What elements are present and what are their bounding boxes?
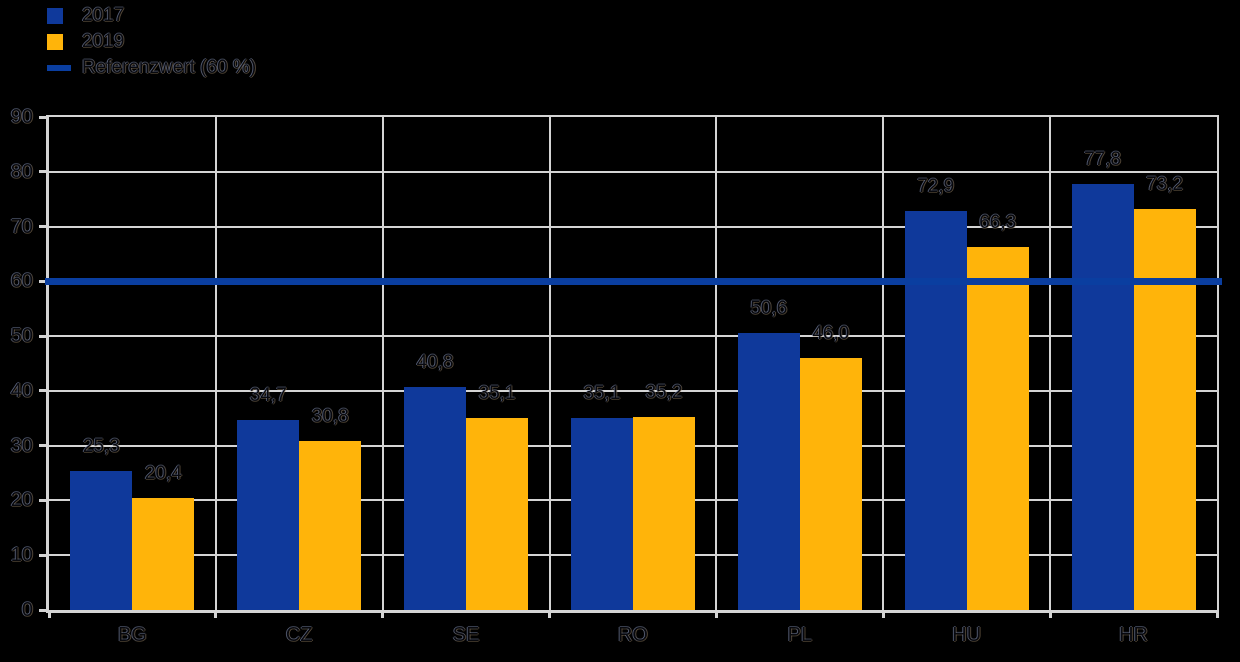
x-axis-tick — [47, 613, 51, 618]
category-label-BG: BG — [117, 624, 147, 646]
bar-2019-SE — [466, 417, 529, 610]
y-axis-tick — [39, 170, 46, 174]
legend-label-2019: 2019 — [82, 31, 125, 52]
category-label-CZ: CZ — [285, 624, 313, 646]
value-label-2019-PL: 46,0 — [812, 323, 850, 345]
bar-2019-CZ — [299, 441, 362, 610]
gridline-horizontal — [49, 225, 1217, 228]
value-label-2019-BG: 20,4 — [144, 463, 182, 485]
category-label-SE: SE — [452, 624, 480, 646]
y-axis-label: 40 — [10, 379, 33, 402]
reference-line — [45, 277, 1222, 285]
y-axis-tick — [39, 608, 46, 612]
value-label-2019-CZ: 30,8 — [311, 406, 349, 428]
x-axis-tick — [1048, 613, 1052, 618]
x-axis-tick — [381, 613, 385, 618]
x-axis-tick — [214, 613, 218, 618]
bar-2017-PL — [737, 332, 800, 610]
gridline-vertical — [882, 117, 885, 610]
y-axis-tick — [39, 115, 46, 119]
y-axis-label: 90 — [10, 106, 33, 128]
value-label-2019-RO: 35,2 — [645, 382, 683, 404]
x-axis-tick — [1215, 613, 1219, 618]
bar-2017-HR — [1071, 183, 1134, 610]
category-label-PL: PL — [787, 624, 813, 646]
gridline-vertical — [381, 117, 384, 610]
y-axis-label: 60 — [10, 270, 33, 293]
gridline-vertical — [548, 117, 551, 610]
y-axis-tick — [39, 225, 46, 229]
x-axis-tick — [881, 613, 885, 618]
value-label-2017-BG: 25,3 — [82, 436, 120, 458]
y-axis-label: 30 — [10, 434, 33, 457]
y-axis-tick — [39, 279, 46, 283]
y-axis-tick — [39, 553, 46, 557]
legend-item-2019: 2019 — [47, 29, 256, 55]
category-label-HR: HR — [1119, 624, 1148, 646]
y-axis-label: 80 — [10, 160, 33, 183]
value-label-2017-HU: 72,9 — [917, 175, 955, 197]
gridline-vertical — [1049, 117, 1052, 610]
bar-2019-HR — [1133, 209, 1196, 610]
gridline-horizontal — [49, 335, 1217, 338]
gridline-vertical — [214, 117, 217, 610]
legend-swatch-reference-line — [47, 65, 71, 71]
bar-2017-CZ — [237, 419, 300, 610]
legend-label-2017: 2017 — [82, 5, 125, 26]
y-axis-tick — [39, 498, 46, 502]
value-label-2019-HU: 66,3 — [979, 211, 1017, 233]
gridline-vertical — [715, 117, 718, 610]
value-label-2017-PL: 50,6 — [750, 297, 788, 319]
value-label-2017-RO: 35,1 — [583, 382, 621, 404]
bar-2019-BG — [132, 498, 195, 610]
legend-label-reference: Referenzwert (60 %) — [82, 57, 257, 78]
bar-2017-HU — [904, 210, 967, 610]
bar-2019-PL — [799, 358, 862, 610]
value-label-2017-SE: 40,8 — [416, 351, 454, 373]
y-axis-tick — [39, 334, 46, 338]
bar-2017-BG — [70, 471, 133, 610]
value-label-2019-SE: 35,1 — [478, 382, 516, 404]
legend-swatch-cell — [47, 34, 82, 50]
legend-swatch-cell — [47, 8, 82, 24]
y-axis-label: 70 — [10, 215, 33, 238]
y-axis-label: 20 — [10, 489, 33, 512]
gridline-horizontal — [49, 389, 1217, 392]
legend-item-2017: 2017 — [47, 3, 256, 29]
category-label-HU: HU — [952, 624, 982, 646]
x-axis-tick — [548, 613, 552, 618]
value-label-2019-HR: 73,2 — [1146, 174, 1184, 196]
value-label-2017-CZ: 34,7 — [249, 384, 287, 406]
legend: 2017 2019 Referenzwert (60 %) — [47, 3, 256, 81]
legend-swatch-2019 — [47, 34, 63, 50]
bar-2019-RO — [633, 417, 695, 610]
y-axis-label: 0 — [21, 599, 33, 621]
y-axis-tick — [39, 444, 46, 448]
value-label-2017-HR: 77,8 — [1084, 148, 1122, 170]
gridline-horizontal — [49, 170, 1217, 173]
y-axis-tick — [39, 389, 46, 393]
category-label-RO: RO — [617, 624, 648, 646]
y-axis-label: 10 — [10, 544, 33, 567]
plot-area: 25,3 34,7 40,8 35,1 50,6 72,9 77,8 20,4 30,8 35,1… — [45, 115, 1222, 613]
legend-swatch-cell — [47, 65, 82, 71]
legend-swatch-2017 — [47, 8, 63, 24]
bar-2017-SE — [404, 386, 467, 610]
bar-2019-HU — [966, 246, 1029, 610]
x-axis-tick — [714, 613, 718, 618]
legend-item-reference: Referenzwert (60 %) — [47, 55, 256, 81]
bar-2017-RO — [571, 417, 633, 610]
y-axis-label: 50 — [10, 325, 33, 348]
